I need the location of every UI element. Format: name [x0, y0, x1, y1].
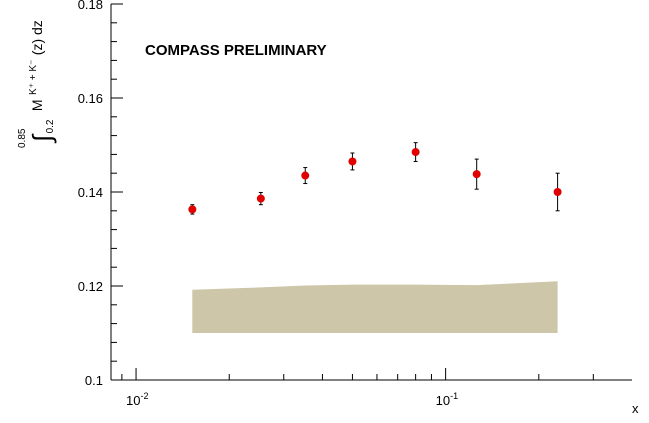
data-point — [256, 191, 265, 206]
y-tick-label: 0.16 — [78, 91, 103, 106]
y-tick-label: 0.1 — [85, 373, 103, 388]
systematic-band — [192, 281, 558, 333]
systematic-band-layer — [192, 281, 558, 333]
y-label-integrand: M — [29, 99, 45, 111]
point-marker — [348, 157, 357, 166]
y-label-integral-sign: ∫ — [27, 133, 57, 144]
y-label-tail: (z) dz — [29, 20, 45, 55]
data-point — [472, 158, 481, 190]
data-point — [411, 142, 420, 162]
data-point — [188, 204, 197, 215]
y-tick-label: 0.14 — [78, 185, 103, 200]
y-label-superscript: K⁺ + K⁻ — [28, 60, 39, 95]
point-marker — [301, 171, 310, 180]
y-tick-label: 0.12 — [78, 279, 103, 294]
point-marker — [411, 148, 420, 157]
y-label-upper-limit: 0.85 — [17, 128, 28, 148]
point-marker — [256, 194, 265, 203]
point-marker — [188, 205, 197, 214]
y-tick-label: 0.18 — [78, 0, 103, 12]
y-label-lower-limit: 0.2 — [45, 119, 56, 133]
data-point — [553, 172, 562, 212]
x-tick-label: 10-1 — [436, 391, 458, 408]
data-point — [348, 152, 357, 171]
x-tick-label: 10-2 — [126, 391, 148, 408]
annotation-text: COMPASS PRELIMINARY — [145, 42, 327, 59]
x-ticks: 10-2 10-1 — [121, 368, 594, 408]
x-axis-label: x — [632, 401, 639, 416]
y-ticks: 0.1 0.12 0.14 0.16 0.18 — [78, 0, 123, 388]
svg-text:∫ 0.2 M K⁺ +: ∫ 0.2 M K⁺ + K⁻ (z) dz — [23, 20, 57, 144]
data-point — [301, 167, 310, 185]
point-marker — [472, 170, 481, 179]
y-axis-label: ∫ 0.2 M K⁺ + K⁻ (z) dz 0.85 — [17, 20, 57, 148]
data-points-layer — [188, 142, 562, 215]
point-marker — [553, 188, 562, 196]
